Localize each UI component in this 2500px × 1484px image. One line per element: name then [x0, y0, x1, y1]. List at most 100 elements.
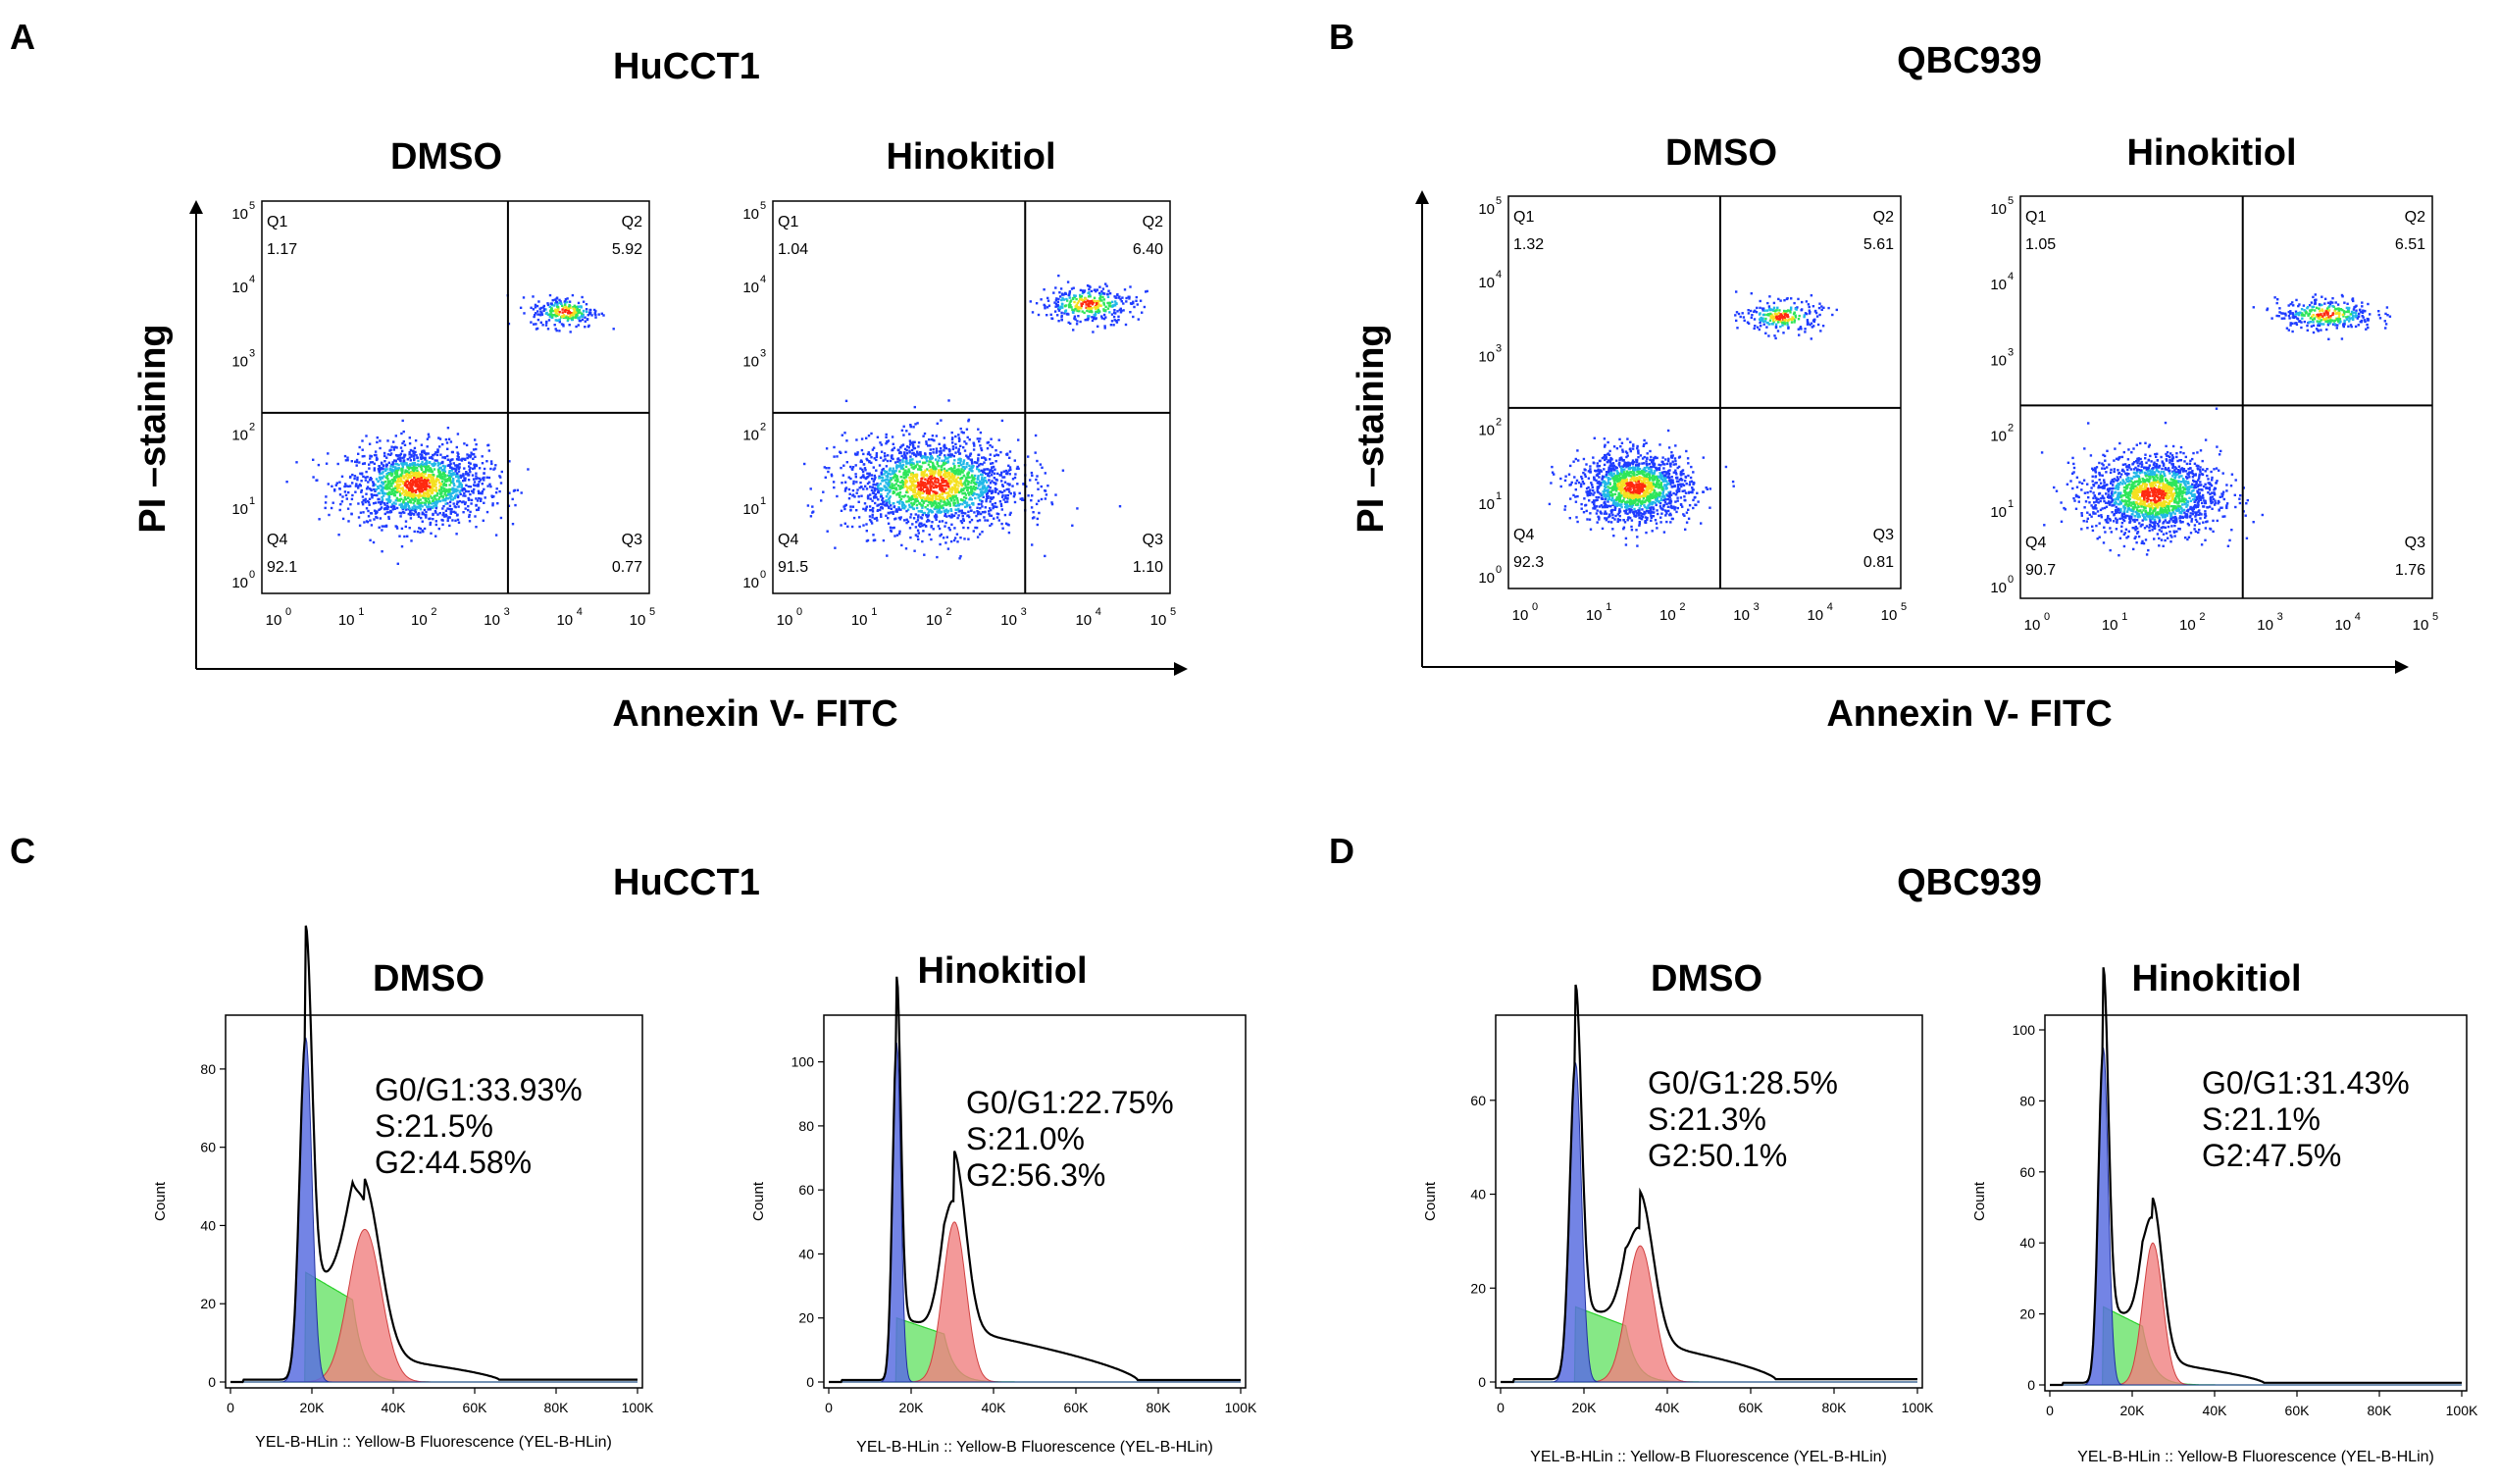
event-dot: [866, 472, 869, 475]
event-dot: [367, 515, 371, 518]
event-dot: [842, 464, 845, 467]
event-dot: [879, 502, 883, 506]
event-dot: [889, 495, 892, 498]
event-dot: [862, 452, 865, 456]
log-axis-ticks: 10 010 010 110 110 210 210 310 310 410 410 510 5: [231, 200, 655, 629]
event-dot: [456, 513, 459, 516]
event-dot: [1045, 493, 1048, 496]
event-dot: [949, 539, 953, 543]
event-dot: [474, 484, 477, 487]
event-dot: [475, 464, 479, 468]
event-dot: [1576, 520, 1579, 524]
event-dot: [864, 509, 867, 512]
event-dot: [936, 478, 939, 481]
event-dot: [1056, 300, 1059, 304]
event-dot: [890, 529, 893, 532]
event-dot: [932, 482, 935, 485]
event-dot: [1079, 288, 1083, 292]
event-dot: [940, 449, 943, 452]
event-dot: [402, 462, 405, 465]
event-dot: [1060, 318, 1063, 322]
event-dot: [902, 503, 906, 507]
event-dot: [1078, 310, 1081, 313]
event-dot: [1625, 484, 1629, 486]
event-dot: [909, 481, 912, 484]
event-dot: [995, 505, 998, 509]
event-dot: [415, 481, 418, 485]
event-dot: [1017, 467, 1020, 470]
event-dot: [937, 504, 940, 507]
event-dot: [1572, 493, 1575, 497]
panel-b-title: QBC939: [1897, 40, 2042, 81]
event-dot: [1662, 471, 1665, 474]
event-dot: [475, 472, 478, 475]
event-dot: [1117, 315, 1120, 318]
event-dot: [424, 482, 428, 486]
event-dot: [429, 507, 432, 511]
event-dot: [562, 314, 566, 317]
event-dot: [924, 484, 927, 487]
event-dot: [395, 488, 399, 492]
event-dot: [373, 518, 376, 521]
event-dot: [967, 510, 970, 513]
event-dot: [922, 461, 925, 465]
event-dot: [432, 478, 435, 481]
event-dot: [899, 476, 903, 479]
event-dot: [421, 449, 424, 453]
event-dot: [1031, 474, 1034, 477]
event-dot: [448, 484, 451, 486]
event-dot: [381, 495, 383, 499]
y-tick-label: 10: [742, 575, 759, 591]
event-dot: [985, 499, 988, 503]
event-dot: [1656, 482, 1658, 485]
event-dot: [1007, 487, 1010, 490]
event-dot: [1592, 488, 1595, 492]
event-dot: [468, 520, 472, 523]
event-dot: [399, 459, 402, 463]
event-dot: [985, 492, 989, 496]
event-dot: [462, 494, 465, 497]
event-dot: [408, 494, 412, 498]
event-dot: [381, 491, 384, 494]
event-dot: [904, 505, 907, 508]
event-dot: [418, 501, 422, 505]
event-dot: [989, 514, 992, 517]
event-dot: [958, 482, 961, 485]
event-dot: [918, 465, 921, 468]
event-dot: [389, 465, 392, 468]
event-dot: [451, 488, 454, 491]
event-dot: [418, 475, 421, 479]
event-dot: [912, 517, 916, 520]
event-dot: [980, 492, 983, 496]
event-dot: [393, 505, 396, 508]
event-dot: [1076, 320, 1079, 323]
event-dot: [905, 457, 908, 460]
event-dot: [1576, 449, 1579, 452]
event-dot: [981, 492, 985, 495]
event-dot: [1145, 290, 1148, 293]
event-dot: [890, 477, 893, 480]
event-dot: [1074, 318, 1077, 321]
event-dot: [973, 492, 976, 495]
event-dot: [976, 519, 980, 523]
event-dot: [1628, 486, 1631, 489]
event-dot: [960, 483, 963, 486]
event-dot: [945, 498, 949, 501]
event-dot: [856, 488, 859, 491]
event-dot: [568, 312, 571, 315]
event-dot: [1669, 493, 1673, 496]
event-dot: [1574, 457, 1577, 461]
event-dot: [570, 317, 573, 320]
event-dot: [439, 453, 442, 456]
event-dot: [885, 482, 888, 485]
event-dot: [409, 463, 412, 466]
event-dot: [977, 428, 980, 431]
event-dot: [443, 467, 446, 470]
event-dot: [1617, 479, 1620, 482]
event-dot: [1060, 305, 1063, 308]
event-dot: [1072, 286, 1075, 289]
event-dot: [988, 458, 992, 461]
event-dot: [909, 458, 913, 461]
event-dot: [1607, 490, 1609, 494]
event-dot: [957, 471, 960, 475]
